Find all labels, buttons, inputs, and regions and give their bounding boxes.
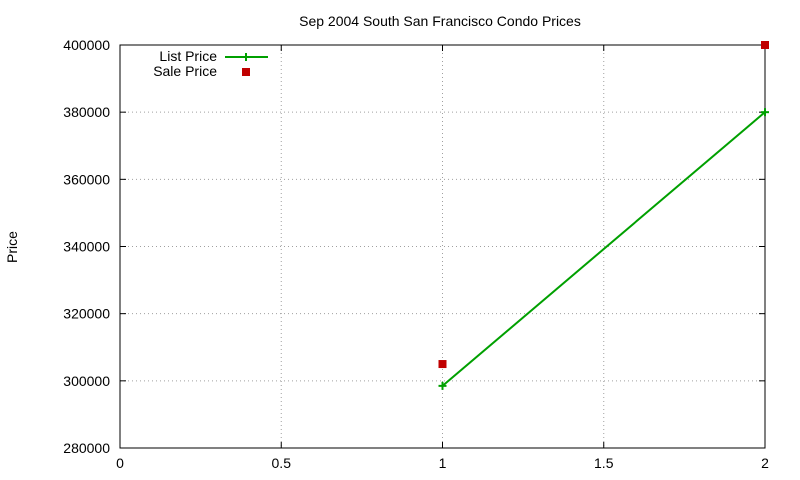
data-point	[761, 41, 769, 49]
legend-marker-list-price	[242, 53, 250, 61]
y-tick-label: 360000	[63, 171, 110, 187]
legend-point	[242, 68, 250, 76]
x-tick-label: 0	[116, 455, 124, 471]
x-tick-label: 1	[439, 455, 447, 471]
series-line	[441, 111, 766, 387]
series-sale-price	[438, 41, 769, 369]
y-axis-label: Price	[4, 231, 20, 263]
series	[438, 41, 769, 390]
legend-label-sale-price: Sale Price	[153, 63, 217, 79]
data-point	[438, 381, 447, 390]
y-tick-label: 320000	[63, 306, 110, 322]
y-tick-label: 280000	[63, 440, 110, 456]
legend: List Price Sale Price	[153, 48, 268, 79]
x-tick-label: 0.5	[272, 455, 292, 471]
ticks: 280000 300000 320000 340000 360000 380000 4000…	[63, 37, 769, 471]
legend-marker-sale-price	[242, 68, 250, 76]
x-tick-label: 1.5	[594, 455, 614, 471]
y-tick-label: 300000	[63, 373, 110, 389]
legend-point	[242, 53, 250, 61]
data-point	[438, 360, 447, 369]
y-tick-label: 380000	[63, 104, 110, 120]
data-point	[761, 108, 769, 117]
series-list-price	[438, 108, 769, 390]
x-tick-label: 2	[761, 455, 769, 471]
y-tick-label: 400000	[63, 37, 110, 53]
y-tick-label: 340000	[63, 239, 110, 255]
chart-title: Sep 2004 South San Francisco Condo Price…	[299, 13, 581, 29]
legend-label-list-price: List Price	[159, 48, 217, 64]
